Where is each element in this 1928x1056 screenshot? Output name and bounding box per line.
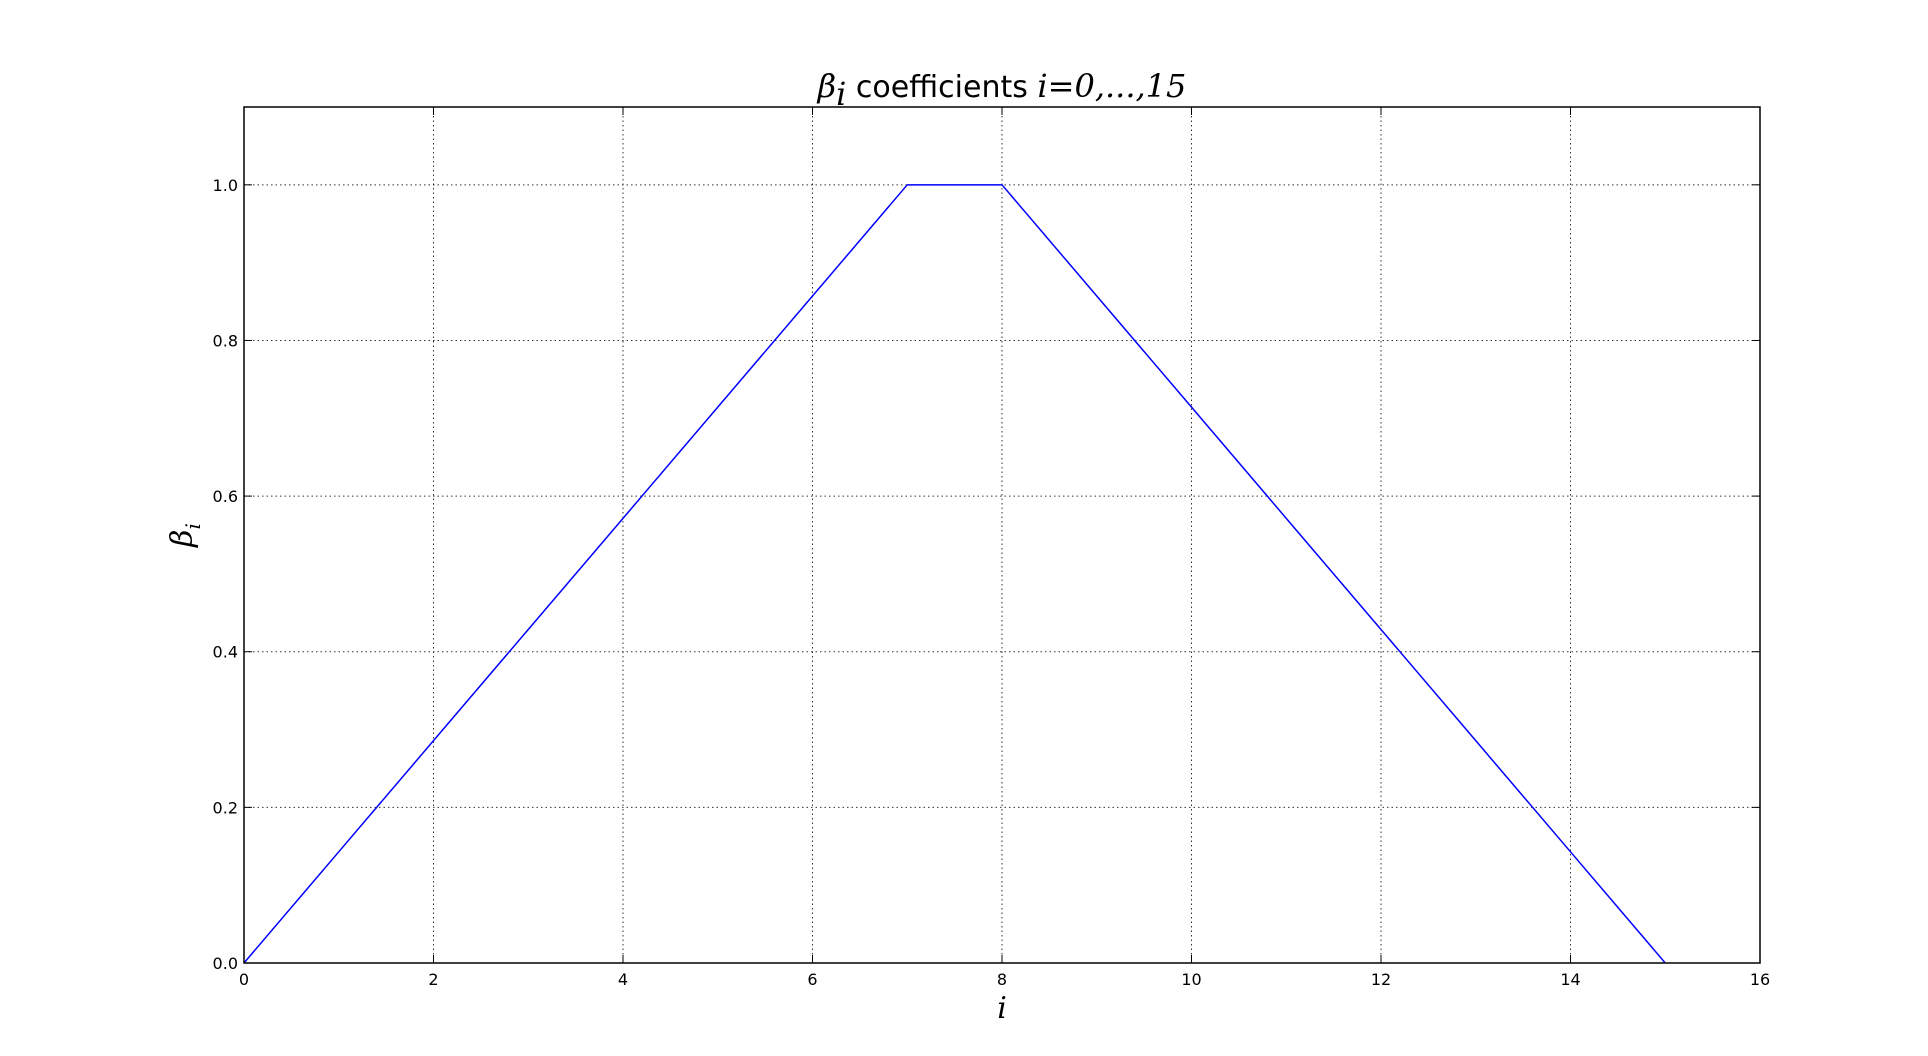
y-tick-label-3: 0.6 — [213, 487, 238, 506]
x-tick-label-0: 0 — [239, 970, 249, 989]
x-tick-label-8: 16 — [1750, 970, 1770, 989]
series-line-0 — [243, 184, 1666, 964]
x-tick-label-3: 6 — [807, 970, 817, 989]
chart-title: βi coefficients i=0,...,15 — [817, 67, 1187, 113]
y-tick-label-5: 1.0 — [213, 176, 238, 195]
y-axis-ticks: 0.0 0.2 0.4 0.6 0.8 1.0 — [213, 176, 1760, 973]
title-symbol: β — [817, 67, 837, 105]
x-tick-label-2: 4 — [618, 970, 628, 989]
x-axis-label: i — [997, 991, 1007, 1026]
series-layer — [243, 184, 1666, 964]
y-tick-label-1: 0.2 — [213, 798, 238, 817]
y-axis-label-subscript: i — [181, 523, 205, 529]
y-axis-label-symbol: β — [165, 530, 200, 548]
x-tick-label-6: 12 — [1371, 970, 1391, 989]
x-tick-label-4: 8 — [997, 970, 1007, 989]
x-tick-label-5: 10 — [1181, 970, 1201, 989]
x-tick-label-1: 2 — [428, 970, 438, 989]
y-axis-label: βi — [165, 523, 205, 548]
x-axis-ticks: 0 2 4 6 8 10 12 14 16 — [239, 107, 1770, 989]
y-tick-label-4: 0.8 — [213, 331, 238, 350]
title-subscript: i — [836, 75, 846, 113]
svg-text:βi: βi — [165, 523, 205, 548]
title-text: coefficients — [846, 70, 1037, 105]
x-tick-label-7: 14 — [1560, 970, 1580, 989]
y-tick-label-2: 0.4 — [213, 643, 238, 662]
y-tick-label-0: 0.0 — [213, 954, 238, 973]
title-range: i=0,...,15 — [1037, 67, 1186, 105]
